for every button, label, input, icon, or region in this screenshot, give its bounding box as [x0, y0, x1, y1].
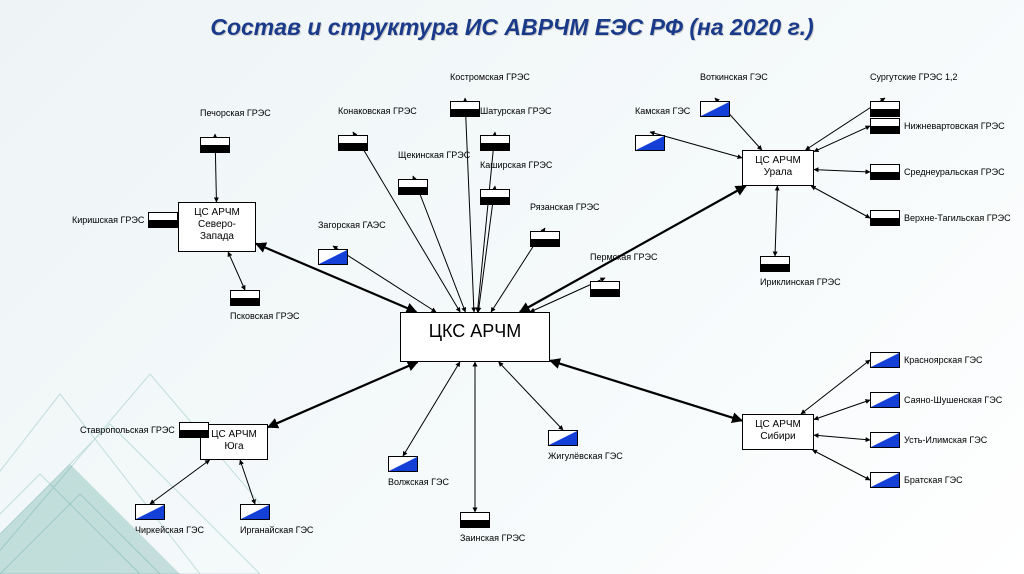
flag-icon: [870, 432, 900, 448]
station-zagorsk: Загорская ГАЭС: [318, 220, 386, 270]
station-label: Верхне-Тагильская ГРЭС: [904, 213, 1011, 224]
network-diagram: ЦКС АРЧМ ЦС АРЧМСеверо-Запада ЦС АРЧМЮга ЦС…: [0, 52, 1024, 574]
flag-icon: [480, 135, 510, 151]
station-label: Ириклинская ГРЭС: [760, 277, 841, 288]
flag-icon: [870, 164, 900, 180]
flag-icon: [240, 504, 270, 520]
station-label: Печорская ГРЭС: [200, 108, 271, 119]
station-label: Жигулёвская ГЭС: [548, 451, 623, 462]
station-label: Красноярская ГЭС: [904, 355, 982, 366]
station-sayano: Саяно-Шушенская ГЭС: [870, 392, 1002, 408]
station-nizhnevart: Нижневартовская ГРЭС: [870, 118, 1005, 134]
hub-south: ЦС АРЧМЮга: [200, 424, 268, 460]
station-shatura: Шатурская ГРЭС: [480, 106, 552, 156]
station-chirkey: Чиркейская ГЭС: [135, 504, 204, 536]
station-label: Заинская ГРЭС: [460, 533, 525, 544]
hub-center: ЦКС АРЧМ: [400, 312, 550, 362]
station-perm: Пермская ГРЭС: [590, 252, 658, 302]
station-votkinsk: Воткинская ГЭС: [700, 72, 768, 122]
flag-icon: [388, 456, 418, 472]
station-label: Волжская ГЭС: [388, 477, 449, 488]
station-label: Шатурская ГРЭС: [480, 106, 552, 117]
station-label: Пермская ГРЭС: [590, 252, 658, 263]
flag-icon: [870, 101, 900, 117]
station-pechora: Печорская ГРЭС: [200, 108, 271, 158]
flag-icon: [870, 352, 900, 368]
station-stavropol: Ставропольская ГРЭС: [80, 422, 209, 438]
station-label: Воткинская ГЭС: [700, 72, 768, 83]
station-label: Щекинская ГРЭС: [398, 150, 470, 161]
flag-icon: [480, 189, 510, 205]
station-sredneural: Среднеуральская ГРЭС: [870, 164, 1005, 180]
station-label: Нижневартовская ГРЭС: [904, 121, 1005, 132]
station-ustilim: Усть-Илимская ГЭС: [870, 432, 987, 448]
flag-icon: [318, 249, 348, 265]
flag-icon: [338, 135, 368, 151]
flag-icon: [148, 212, 178, 228]
flag-icon: [450, 101, 480, 117]
station-label: Каширская ГРЭС: [480, 160, 552, 171]
station-shchekino: Щекинская ГРЭС: [398, 150, 470, 200]
station-kirish: Киришская ГРЭС: [72, 212, 178, 228]
flag-icon: [760, 256, 790, 272]
hub-ural: ЦС АРЧМУрала: [742, 150, 814, 186]
station-iriklin: Ириклинская ГРЭС: [760, 256, 841, 288]
flag-icon: [135, 504, 165, 520]
station-zainsk: Заинская ГРЭС: [460, 512, 525, 544]
station-label: Саяно-Шушенская ГЭС: [904, 395, 1002, 406]
station-zhiguli: Жигулёвская ГЭС: [548, 430, 623, 462]
flag-icon: [870, 210, 900, 226]
flag-icon: [230, 290, 260, 306]
flag-icon: [870, 472, 900, 488]
station-label: Сургутские ГРЭС 1,2: [870, 72, 958, 83]
station-label: Усть-Илимская ГЭС: [904, 435, 987, 446]
hub-nw: ЦС АРЧМСеверо-Запада: [178, 202, 256, 252]
station-pskov: Псковская ГРЭС: [230, 290, 300, 322]
flag-icon: [870, 118, 900, 134]
station-label: Ирганайская ГЭС: [240, 525, 313, 536]
station-label: Костромская ГРЭС: [450, 72, 530, 83]
flag-icon: [700, 101, 730, 117]
page-title: Состав и структура ИС АВРЧМ ЕЭС РФ (на 2…: [0, 14, 1024, 41]
station-ryazan: Рязанская ГРЭС: [530, 202, 600, 252]
flag-icon: [635, 135, 665, 151]
station-label: Конаковская ГРЭС: [338, 106, 417, 117]
hub-siberia: ЦС АРЧМСибири: [742, 414, 814, 450]
flag-icon: [870, 392, 900, 408]
station-label: Киришская ГРЭС: [72, 215, 144, 226]
flag-icon: [398, 179, 428, 195]
station-label: Братская ГЭС: [904, 475, 963, 486]
station-irganai: Ирганайская ГЭС: [240, 504, 313, 536]
flag-icon: [460, 512, 490, 528]
station-kama: Камская ГЭС: [635, 106, 690, 156]
station-konakovo: Конаковская ГРЭС: [338, 106, 417, 156]
station-bratsk: Братская ГЭС: [870, 472, 963, 488]
flag-icon: [548, 430, 578, 446]
station-label: Загорская ГАЭС: [318, 220, 386, 231]
flag-icon: [590, 281, 620, 297]
station-label: Чиркейская ГЭС: [135, 525, 204, 536]
station-label: Псковская ГРЭС: [230, 311, 300, 322]
station-volga: Волжская ГЭС: [388, 456, 449, 488]
flag-icon: [179, 422, 209, 438]
station-label: Камская ГЭС: [635, 106, 690, 117]
station-surgut: Сургутские ГРЭС 1,2: [870, 72, 958, 122]
flag-icon: [530, 231, 560, 247]
flag-icon: [200, 137, 230, 153]
station-verkhtagil: Верхне-Тагильская ГРЭС: [870, 210, 1011, 226]
station-label: Среднеуральская ГРЭС: [904, 167, 1005, 178]
station-krasnoyarsk: Красноярская ГЭС: [870, 352, 982, 368]
station-label: Ставропольская ГРЭС: [80, 425, 175, 436]
station-label: Рязанская ГРЭС: [530, 202, 600, 213]
